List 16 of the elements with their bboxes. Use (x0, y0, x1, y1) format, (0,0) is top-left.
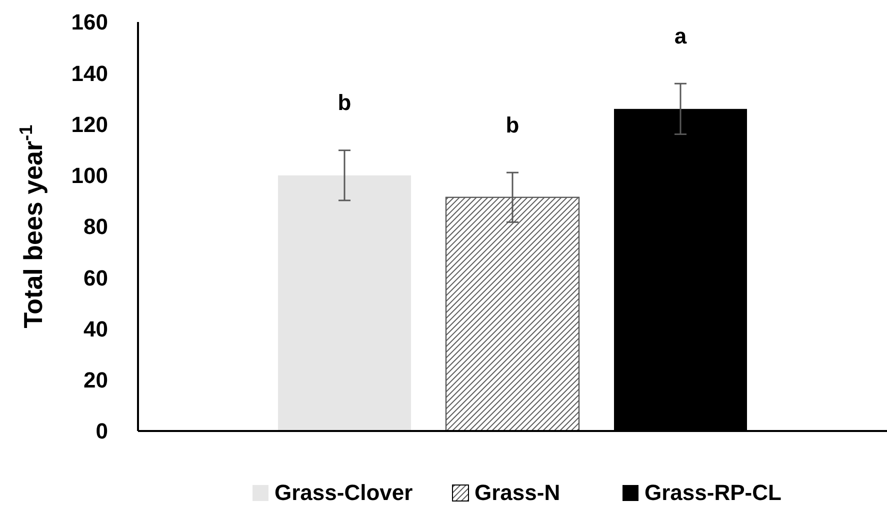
annotation: a (674, 23, 688, 48)
y-tick-label: 100 (71, 163, 108, 188)
legend-label: Grass-RP-CL (644, 480, 782, 505)
y-tick-label: 140 (71, 60, 108, 86)
legend-label: Grass-N (474, 480, 560, 505)
y-tick-label: 0 (96, 418, 108, 444)
y-tick-label: 160 (71, 10, 108, 35)
legend-label: Grass-Clover (274, 480, 414, 505)
y-tick-label: 20 (84, 368, 108, 393)
bar (278, 175, 411, 431)
y-tick-label: 60 (84, 265, 108, 290)
annotation: b (506, 112, 520, 138)
y-tick-label: 80 (84, 214, 108, 240)
annotation: b (338, 90, 352, 116)
y-tick-label: 40 (84, 316, 108, 342)
y-tick-label: 120 (71, 112, 108, 137)
